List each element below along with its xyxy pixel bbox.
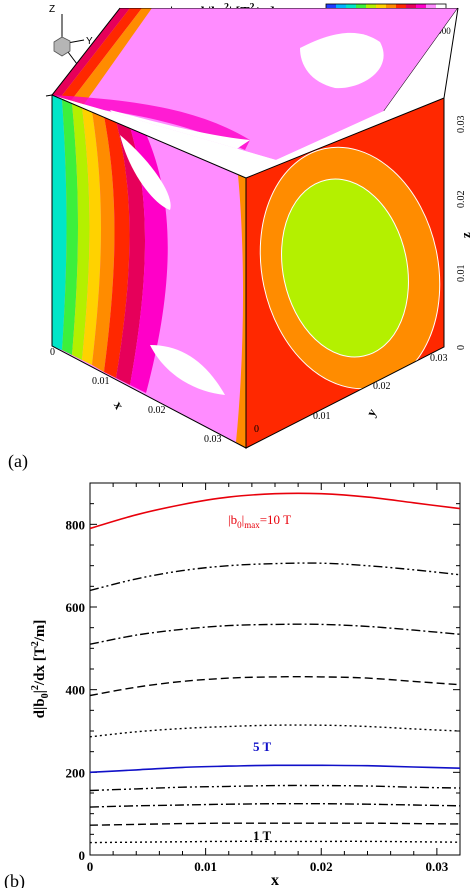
cube-z-tick: 0.03 (456, 116, 467, 134)
annotation-1t: 1 T (253, 828, 272, 843)
x-axis-label: x (271, 872, 279, 888)
cube-x-label: x (111, 399, 127, 413)
y-tick-label: 600 (66, 600, 86, 615)
series-line (90, 562, 460, 592)
y-tick-label: 200 (66, 765, 86, 780)
series-line (90, 764, 460, 774)
panel-a: Z Y X | grad |b02| [T2/m] 80082084086088… (8, 2, 473, 472)
y-tick-label: 0 (79, 848, 86, 863)
cube-z-label: z (458, 232, 473, 238)
cube-left-face (52, 95, 246, 448)
cube-z-tick: 0 (456, 345, 467, 350)
series-line (90, 784, 460, 792)
cube-x-tick: 0.03 (204, 434, 222, 445)
cube-y-tick: 0.02 (373, 381, 391, 392)
x-tick-label: 0.03 (426, 859, 449, 874)
x-tick-labels: 0 0.01 0.02 0.03 (87, 859, 449, 874)
colorbar-tick-label: 900 (437, 26, 451, 36)
annotation-5t: 5 T (253, 739, 272, 754)
cube-x-tick: 0.02 (148, 405, 166, 416)
cube-y-label: y (363, 405, 379, 419)
y-tick-label: 400 (66, 683, 86, 698)
series-line (90, 492, 460, 530)
panel-b-label: (b) (4, 871, 25, 888)
x-tick-label: 0 (87, 859, 94, 874)
y-tick-label: 800 (66, 517, 86, 532)
cube-y-tick: 0 (254, 424, 259, 435)
series-line (90, 803, 460, 808)
cube-z-axis: 0 0.01 0.02 0.03 z (456, 116, 473, 351)
x-tick-label: 0.02 (310, 859, 333, 874)
series-line (90, 675, 460, 697)
cube-edges (45, 7, 459, 449)
cube-x-tick: 0.01 (92, 376, 110, 387)
x-tick-label: 0.01 (194, 859, 217, 874)
series-line (90, 724, 460, 738)
cube-right-face (246, 98, 444, 448)
cube-y-tick: 0.01 (313, 411, 331, 422)
cube-x-tick: 0 (50, 347, 55, 358)
cube-top-face (52, 8, 458, 160)
annotation-10t: |b0|max=10 T (228, 512, 291, 530)
triad-z-label: Z (49, 4, 55, 15)
y-axis-label: d|b0|2/dx [T2/m] (30, 620, 51, 719)
cube-y-tick: 0.03 (430, 353, 448, 364)
panel-b: 0 0.01 0.02 0.03 0 200 400 600 800 |b0|max=10 T… (4, 482, 461, 888)
triad-y-label: Y (86, 36, 93, 47)
triad-cube-icon (53, 36, 71, 57)
series-line (90, 840, 460, 844)
y-tick-labels: 0 200 400 600 800 (66, 517, 86, 863)
series-lines (90, 492, 460, 844)
panel-a-label: (a) (8, 451, 28, 472)
cube-z-tick: 0.01 (456, 265, 467, 283)
cube-z-tick: 0.02 (456, 191, 467, 209)
plot-frame (89, 482, 461, 856)
tick-marks (89, 483, 460, 856)
series-line (90, 822, 460, 826)
series-line (90, 623, 460, 645)
